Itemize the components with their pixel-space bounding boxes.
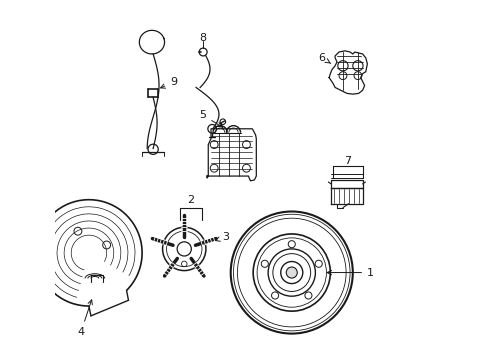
Text: 5: 5 — [199, 110, 221, 127]
Text: 7: 7 — [344, 156, 350, 166]
Text: 8: 8 — [199, 33, 206, 43]
Text: 2: 2 — [187, 195, 194, 205]
Circle shape — [285, 267, 297, 278]
Text: 1: 1 — [326, 267, 373, 278]
Text: 3: 3 — [215, 232, 228, 242]
Text: 6: 6 — [318, 53, 330, 63]
Text: 4: 4 — [77, 300, 92, 337]
Text: 9: 9 — [160, 77, 177, 88]
